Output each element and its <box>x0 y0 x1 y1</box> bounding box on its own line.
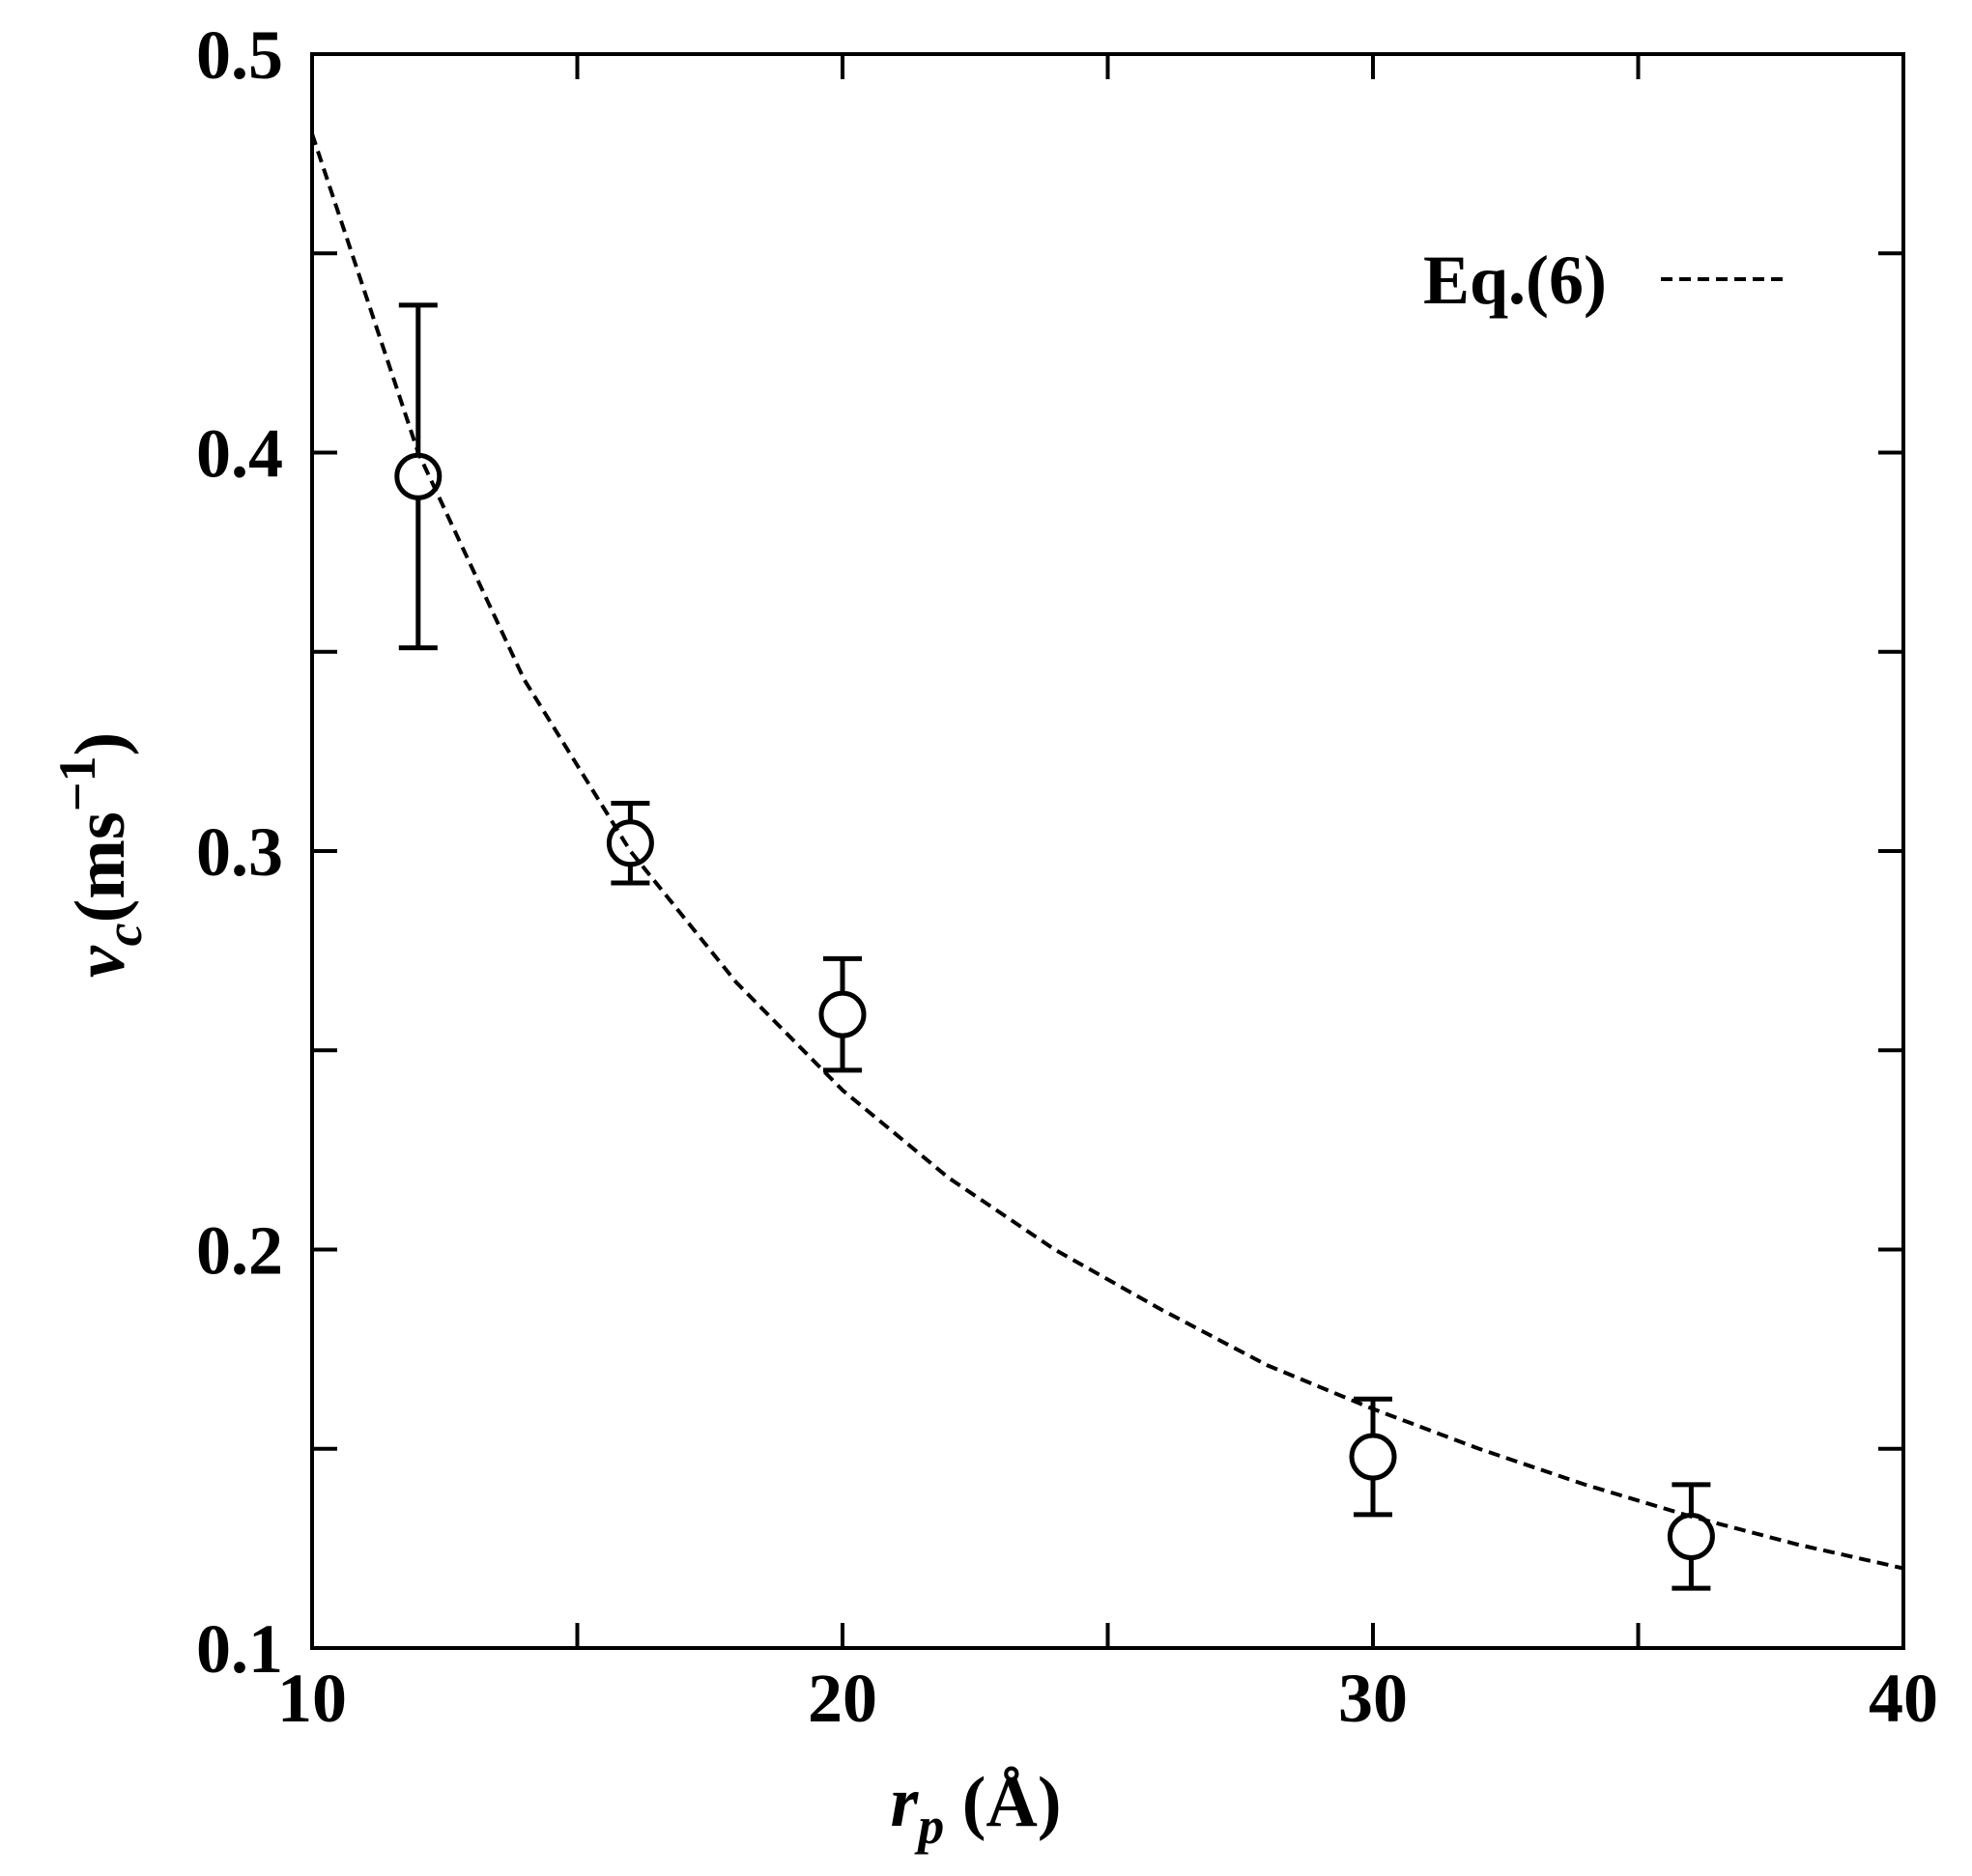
data-point <box>1349 1433 1397 1481</box>
y-label-exp: −1 <box>48 755 106 811</box>
y-label-close: ) <box>61 732 140 756</box>
x-tick-label: 30 <box>1338 1660 1408 1737</box>
x-tick-label: 20 <box>808 1660 877 1737</box>
y-tick-label: 0.2 <box>196 1212 283 1290</box>
data-point <box>394 452 443 500</box>
data-point <box>818 990 867 1038</box>
x-label-rest: (Å) <box>944 1763 1061 1842</box>
y-label-main: v <box>61 945 140 978</box>
x-label-sub: p <box>914 1797 944 1855</box>
y-tick-label: 0.5 <box>196 16 283 94</box>
x-label-main: r <box>890 1763 919 1842</box>
fit-line <box>310 132 1904 1571</box>
x-axis-label: rp (Å) <box>890 1763 1061 1855</box>
y-label-sub: c <box>95 923 153 946</box>
x-tick-label: 40 <box>1869 1660 1938 1737</box>
y-axis-label: vc(ms−1) <box>48 732 153 978</box>
x-tick-label: 10 <box>277 1660 347 1737</box>
y-label-unit: (ms <box>61 811 140 923</box>
data-point <box>606 819 654 867</box>
y-tick-label: 0.1 <box>196 1610 283 1688</box>
legend-label: Eq.(6) <box>1423 242 1607 319</box>
y-tick-label: 0.4 <box>196 415 283 493</box>
plot-frame <box>310 52 1905 1650</box>
y-tick-label: 0.3 <box>196 813 283 891</box>
